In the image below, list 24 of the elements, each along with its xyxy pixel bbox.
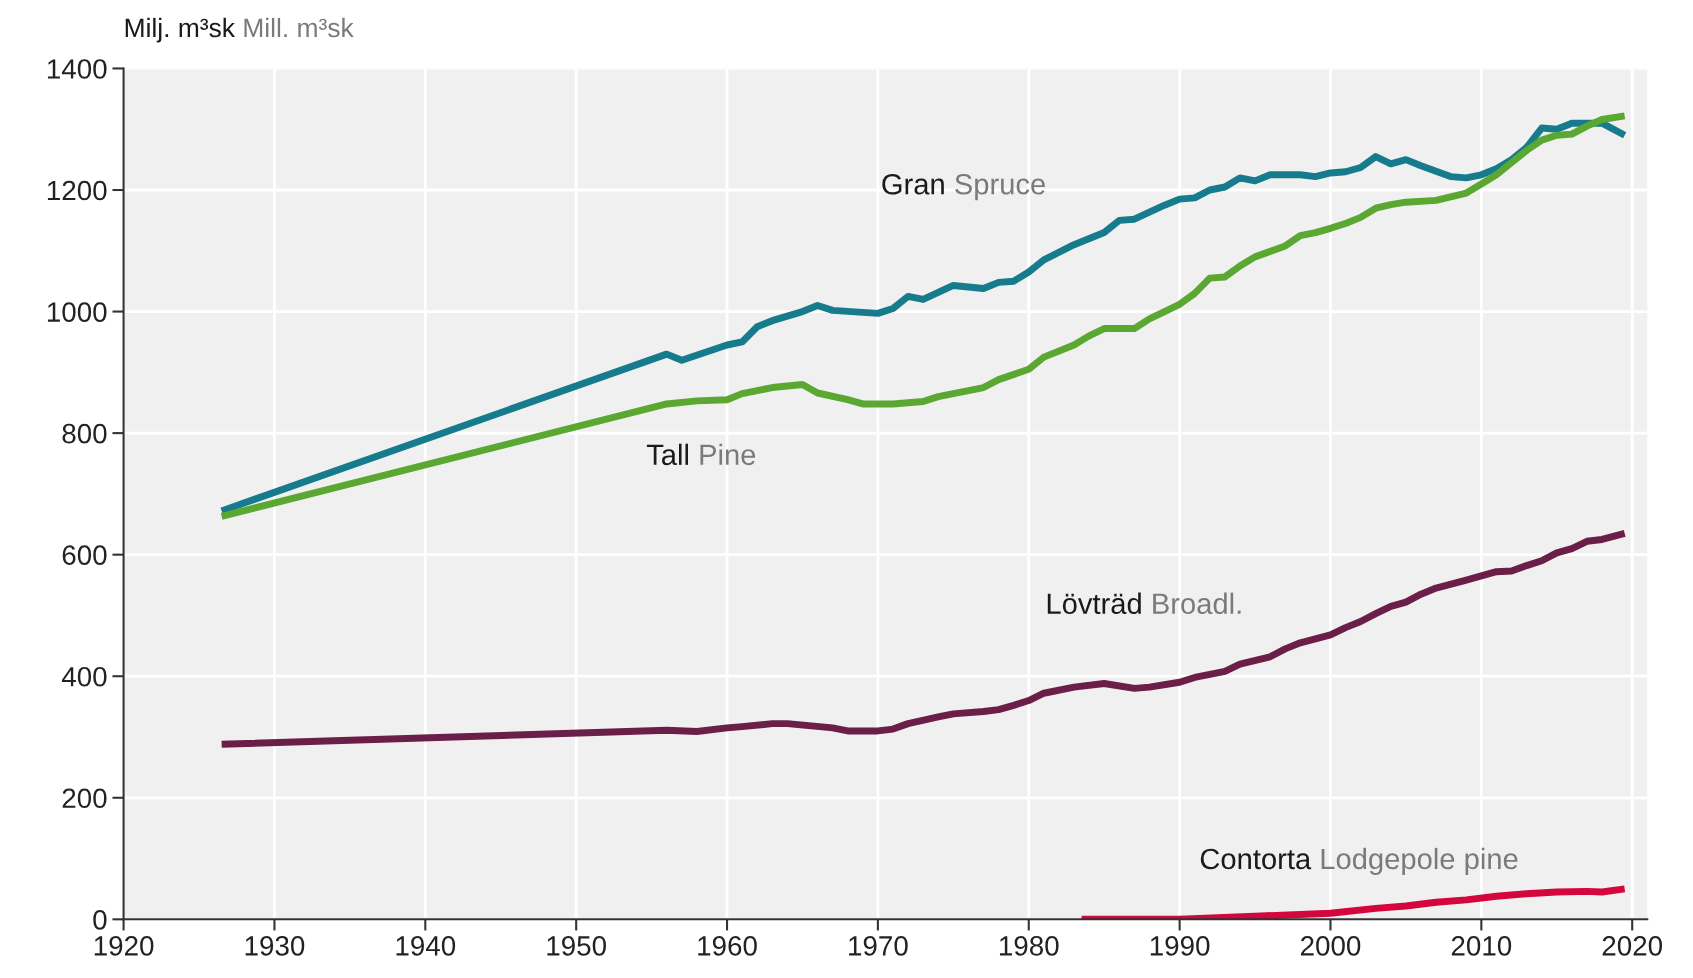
y-tick-label: 600	[62, 545, 107, 565]
y-tick-label: 0	[93, 909, 107, 930]
x-tick-label: 1960	[698, 936, 757, 956]
y-tick-label: 200	[62, 788, 107, 809]
x-tick-label: 2000	[1300, 936, 1361, 956]
y-tick-label: 1400	[47, 59, 107, 79]
x-tick-label: 1930	[245, 936, 305, 956]
y-tick-label: 800	[62, 423, 107, 444]
x-tick-label: 1920	[94, 936, 154, 956]
series-label: Gran Spruce	[882, 173, 1045, 201]
x-tick-label: 1940	[396, 936, 456, 956]
y-tick-label: 400	[61, 666, 107, 687]
y-tick-label: 1200	[47, 180, 107, 201]
series-label: Lövträd Broadl.	[1047, 592, 1241, 615]
y-tick-label: 1000	[47, 302, 107, 322]
y-axis-title: Milj. m³sk Mill. m³sk	[125, 17, 354, 43]
x-tick-label: 1990	[1150, 936, 1210, 956]
x-tick-label: 1970	[849, 936, 908, 956]
series-label: Contorta Lodgepole pine	[1200, 847, 1518, 876]
series-label: Tall Pine	[646, 443, 756, 466]
x-tick-label: 2020	[1602, 936, 1663, 956]
x-tick-label: 1980	[999, 936, 1059, 956]
x-tick-label: 1950	[547, 936, 606, 956]
x-tick-label: 2010	[1451, 936, 1512, 956]
